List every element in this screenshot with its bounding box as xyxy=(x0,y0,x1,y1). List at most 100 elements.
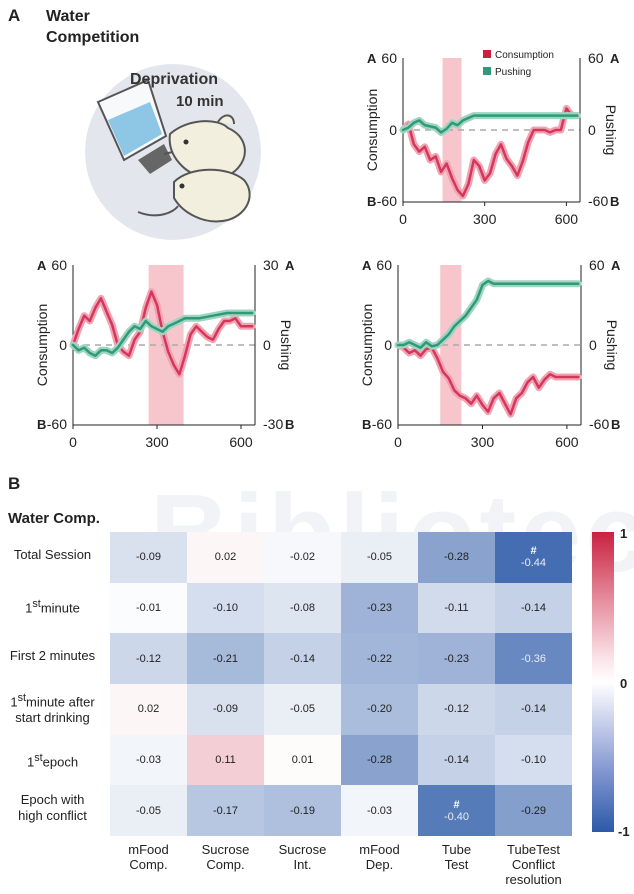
heatmap-cell: -0.14 xyxy=(495,684,572,735)
heatmap-cell-value: -0.05 xyxy=(289,703,316,716)
heatmap-cell: -0.20 xyxy=(341,684,418,735)
heatmap-cell: -0.01 xyxy=(110,582,187,634)
col-label-tubetest-conflict: TubeTest Conflict resolution xyxy=(505,842,562,887)
series-line-pushing xyxy=(396,279,580,349)
legend-label: Pushing xyxy=(495,67,531,78)
right-top-tick: 60 xyxy=(588,50,604,66)
heatmap-cell-value: -0.23 xyxy=(366,601,393,614)
heatmap-cell-value: -0.01 xyxy=(135,601,162,614)
heatmap-cell: -0.23 xyxy=(341,582,418,634)
x-tick-label: 300 xyxy=(145,434,169,450)
shaded-epoch xyxy=(440,265,462,425)
y-label-left: Consumption xyxy=(34,304,50,387)
heatmap-cell-value: -0.19 xyxy=(289,804,316,817)
heatmap-cell-value: -0.14 xyxy=(520,703,547,716)
left-top-tick: 60 xyxy=(51,257,67,273)
row-label-epoch-high-conflict: Epoch with high conflict xyxy=(18,792,87,823)
series-line-pushing xyxy=(71,311,254,357)
heatmap-cell-value: -0.23 xyxy=(443,652,470,665)
col-label-sucrose-int: Sucrose Int. xyxy=(278,842,327,872)
colorbar xyxy=(592,532,614,832)
colorbar-min-label: -1 xyxy=(618,824,630,839)
heatmap-cell-value: -0.10 xyxy=(212,601,239,614)
row-label-first-epoch: 1stepoch xyxy=(26,752,79,770)
duration-label: 10 min xyxy=(176,93,224,110)
tag-a-right: A xyxy=(611,258,621,273)
rats-drinking-illustration: Deprivation 10 min xyxy=(85,64,261,240)
col-label-mfood-comp: mFood Comp. xyxy=(128,842,169,872)
heatmap-cell: -0.10 xyxy=(187,582,264,634)
heatmap-cell: # -0.44 xyxy=(495,532,572,583)
left-mid-tick: 0 xyxy=(59,337,67,353)
heatmap-cell: -0.28 xyxy=(418,532,495,583)
tag-a-right: A xyxy=(285,258,295,273)
tag-a-left: A xyxy=(367,51,377,66)
heatmap-cell-value: -0.44 xyxy=(520,557,547,570)
heatmap-cell: -0.14 xyxy=(264,633,341,684)
significance-marker: # xyxy=(530,545,537,558)
heatmap-cell-value: -0.09 xyxy=(212,703,239,716)
right-mid-tick: 0 xyxy=(588,122,596,138)
heatmap-cell: 0.11 xyxy=(187,734,264,786)
legend-swatch xyxy=(483,67,491,75)
heatmap: -0.09 0.02 -0.02 -0.05 -0.28 # -0.44 -0.01 -0.10… xyxy=(110,532,572,836)
heatmap-cell-value: -0.40 xyxy=(443,810,470,823)
heatmap-cell: # -0.40 xyxy=(418,785,495,836)
legend-swatch xyxy=(483,50,491,58)
series-halo-consumption xyxy=(399,104,581,200)
heatmap-cell-value: 0.01 xyxy=(291,754,314,766)
deprivation-label: Deprivation xyxy=(130,71,218,88)
col-label-sucrose-comp: Sucrose Comp. xyxy=(201,842,250,872)
left-top-tick: 60 xyxy=(381,50,397,66)
heatmap-cell-value: 0.02 xyxy=(214,551,237,564)
tag-b-left: B xyxy=(37,417,46,432)
heatmap-cell-value: -0.12 xyxy=(135,652,162,665)
x-tick-label: 300 xyxy=(471,434,495,450)
tag-a-left: A xyxy=(37,258,47,273)
heatmap-cell: -0.10 xyxy=(495,734,572,786)
series-line-consumption xyxy=(401,107,579,198)
heatmap-cell: -0.08 xyxy=(264,582,341,634)
tag-a-left: A xyxy=(362,258,372,273)
y-label-left: Consumption xyxy=(364,89,380,172)
heatmap-cell: -0.29 xyxy=(495,785,572,836)
heatmap-cell-value: -0.09 xyxy=(135,551,162,564)
tag-a-right: A xyxy=(610,51,620,66)
tag-b-right: B xyxy=(610,194,619,209)
x-tick-label: 600 xyxy=(555,434,579,450)
right-bottom-tick: -30 xyxy=(263,416,283,432)
left-bottom-tick: -60 xyxy=(377,193,397,209)
right-mid-tick: 0 xyxy=(263,337,271,353)
heatmap-cell: 0.02 xyxy=(187,532,264,583)
row-label-total-session: Total Session xyxy=(13,547,92,562)
heatmap-cell: -0.12 xyxy=(418,684,495,735)
y-label-right: Pushing xyxy=(278,320,294,371)
col-label-mfood-dep: mFood Dep. xyxy=(359,842,400,872)
heatmap-cell: -0.19 xyxy=(264,785,341,836)
x-tick-label: 0 xyxy=(394,434,402,450)
row-label-first-minute-after-drinking: 1stminute after start drinking xyxy=(10,692,95,726)
heatmap-cell-value: -0.21 xyxy=(212,652,239,665)
col-label-tube-test: Tube Test xyxy=(441,842,472,872)
heatmap-cell: -0.17 xyxy=(187,785,264,836)
right-bottom-tick: -60 xyxy=(589,416,609,432)
colorbar-max-label: 1 xyxy=(620,526,628,541)
heatmap-cell-value: -0.22 xyxy=(366,652,393,665)
series-halo-consumption xyxy=(394,341,582,418)
panel-a-title: Water Competition xyxy=(46,6,139,48)
heatmap-cell: -0.11 xyxy=(418,582,495,634)
heatmap-cell: -0.09 xyxy=(110,532,187,583)
x-tick-label: 600 xyxy=(555,211,579,227)
heatmap-cell: -0.02 xyxy=(264,532,341,583)
heatmap-cell-value: -0.14 xyxy=(289,652,316,665)
heatmap-cell-value: -0.14 xyxy=(443,754,470,766)
heatmap-cell-value: -0.08 xyxy=(289,601,316,614)
heatmap-cell-value: -0.29 xyxy=(520,804,547,817)
heatmap-cell: 0.02 xyxy=(110,684,187,735)
heatmap-cell-value: 0.11 xyxy=(215,754,236,766)
heatmap-cell-value: -0.20 xyxy=(366,703,393,716)
heatmap-cell: -0.05 xyxy=(264,684,341,735)
